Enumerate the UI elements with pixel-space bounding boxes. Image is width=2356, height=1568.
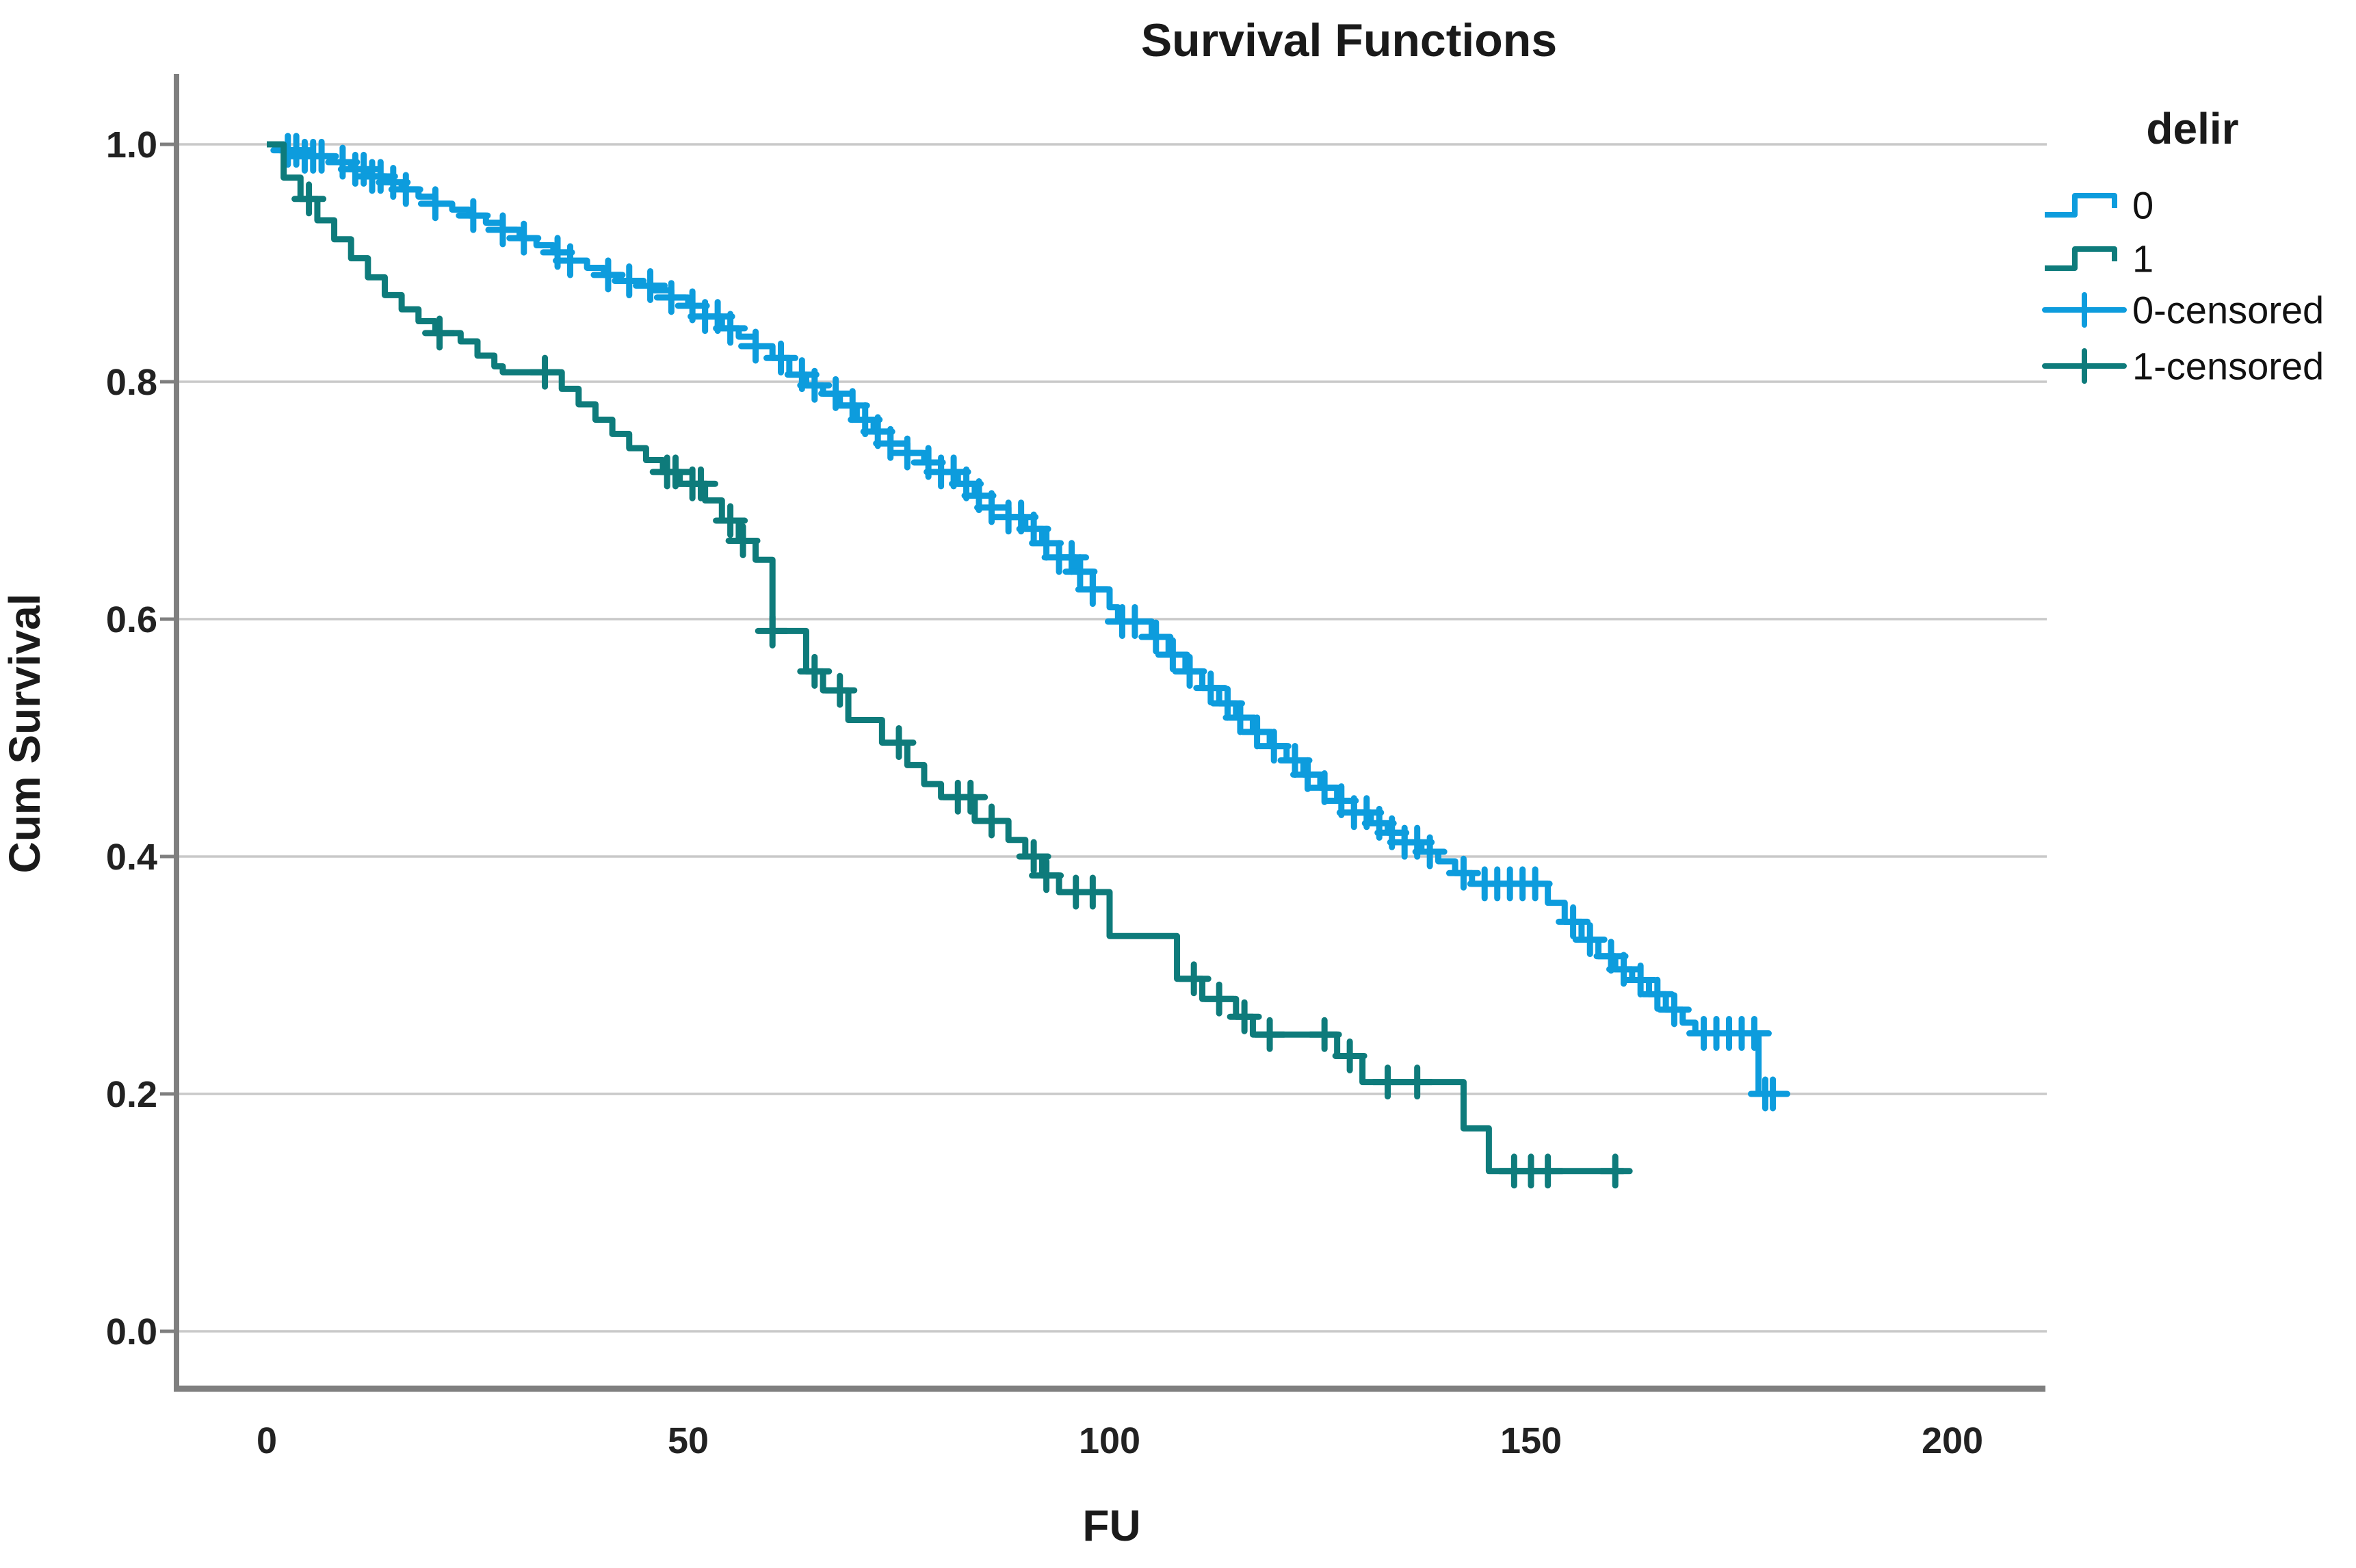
legend-label-1-censored: 1-censored: [2132, 345, 2324, 388]
legend-glyph-0-step-icon: [2045, 193, 2117, 218]
censor-plus-icon: [2042, 348, 2127, 384]
step-line-icon: [2045, 246, 2117, 271]
x-tick-150: 150: [1500, 1420, 1562, 1461]
y-tick-0.4: 0.4: [106, 837, 157, 878]
survival-curves: [267, 133, 1791, 1189]
chart-title: Survival Functions: [1141, 14, 1557, 66]
y-tick-0.2: 0.2: [106, 1074, 157, 1115]
y-axis-title: Cum Survival: [0, 593, 49, 873]
y-tick-0.6: 0.6: [106, 599, 157, 640]
legend-glyph-0-censored-icon: [2042, 292, 2127, 328]
legend-label-0: 0: [2132, 184, 2154, 227]
legend-label-0-censored: 0-censored: [2132, 289, 2324, 332]
gridlines: [176, 143, 2047, 1333]
x-tick-100: 100: [1079, 1420, 1140, 1461]
censor-plus-icon: [2042, 292, 2127, 328]
step-line-icon: [2045, 193, 2117, 218]
legend: delir 0 1 0-censored 1-censored: [2042, 104, 2324, 388]
y-tick-1.0: 1.0: [106, 125, 157, 166]
y-tick-labels: 1.0 0.8 0.6 0.4 0.2 0.0: [106, 125, 157, 1353]
y-tick-0.0: 0.0: [106, 1311, 157, 1353]
legend-glyph-1-step-icon: [2045, 246, 2117, 271]
legend-label-1: 1: [2132, 237, 2154, 280]
x-tick-50: 50: [668, 1420, 709, 1461]
axes: [160, 74, 2045, 1392]
x-tick-0: 0: [257, 1420, 277, 1461]
x-axis-title: FU: [1082, 1501, 1140, 1550]
legend-glyph-1-censored-icon: [2042, 348, 2127, 384]
x-tick-200: 200: [1922, 1420, 1983, 1461]
x-tick-labels: 0 50 100 150 200: [257, 1420, 1983, 1461]
legend-title: delir: [2146, 104, 2238, 153]
y-tick-0.8: 0.8: [106, 362, 157, 403]
